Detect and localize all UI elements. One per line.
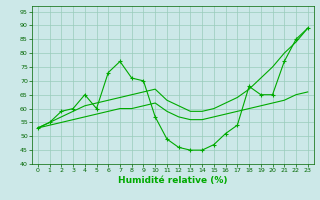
X-axis label: Humidité relative (%): Humidité relative (%) bbox=[118, 176, 228, 185]
